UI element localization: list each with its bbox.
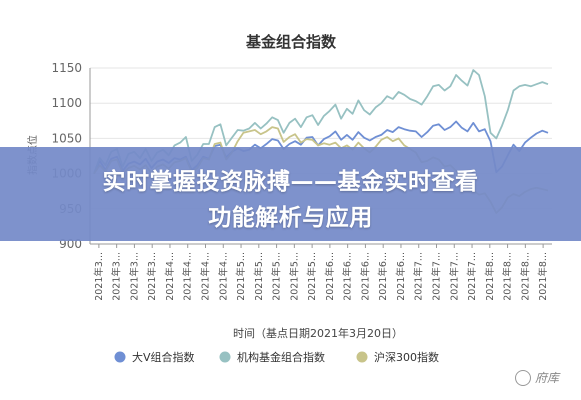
- watermark: 府库: [514, 369, 559, 386]
- x-tick-label: 2021年7...: [466, 252, 478, 301]
- legend-label-0: 大V组合指数: [132, 350, 195, 364]
- x-tick-label: 2021年7...: [448, 252, 460, 301]
- x-tick-label: 2021年5...: [235, 252, 247, 301]
- legend-label-2: 沪深300指数: [374, 350, 439, 364]
- x-tick-label: 2021年4...: [164, 252, 176, 301]
- x-tick-label: 2021年4...: [200, 252, 212, 301]
- x-tick-label: 2021年6...: [395, 252, 407, 301]
- x-tick-label: 2021年3...: [146, 252, 158, 301]
- x-tick-label: 2021年8...: [519, 252, 531, 301]
- watermark-text: 府库: [534, 371, 559, 385]
- x-tick-label: 2021年7...: [431, 252, 443, 301]
- legend-marker-0: [114, 351, 126, 363]
- wechat-icon: [514, 369, 531, 386]
- x-tick-label: 2021年4...: [182, 252, 194, 301]
- x-tick-label: 2021年6...: [359, 252, 371, 301]
- x-tick-label: 2021年4...: [217, 252, 229, 301]
- x-axis-label: 时间（基点日期2021年3月20日）: [233, 326, 403, 340]
- x-tick-label: 2021年5...: [306, 252, 318, 301]
- x-tick-label: 2021年3...: [111, 252, 123, 301]
- legend: 大V组合指数 机构基金组合指数 沪深300指数: [114, 350, 439, 364]
- banner-title-line2: 功能解析与应用: [208, 205, 373, 231]
- x-tick-label: 2021年5...: [288, 252, 300, 301]
- chart-title: 基金组合指数: [245, 33, 337, 51]
- x-tick-label: 2021年6...: [377, 252, 389, 301]
- legend-marker-2: [356, 351, 368, 363]
- x-tick-label: 2021年8...: [484, 252, 496, 301]
- legend-marker-1: [219, 351, 231, 363]
- x-tick-label: 2021年6...: [324, 252, 336, 301]
- x-tick-label: 2021年3...: [128, 252, 140, 301]
- x-tick-label: 2021年3...: [93, 252, 105, 301]
- x-tick-label: 2021年5...: [253, 252, 265, 301]
- x-tick-label: 2021年5...: [271, 252, 283, 301]
- y-tick-label: 1100: [51, 96, 82, 110]
- x-tick-label: 2021年8...: [502, 252, 514, 301]
- banner-title-line1: 实时掌握投资脉搏——基金实时查看: [102, 169, 479, 195]
- title-banner: [0, 147, 581, 241]
- x-axis: 2021年3... 2021年3... 2021年3... 2021年3... 2021…: [90, 243, 552, 301]
- y-tick-label: 1050: [51, 131, 82, 145]
- y-tick-label: 1150: [51, 61, 82, 75]
- x-tick-label: 2021年8...: [537, 252, 549, 301]
- legend-label-1: 机构基金组合指数: [237, 350, 325, 364]
- x-tick-label: 2021年7...: [413, 252, 425, 301]
- x-tick-label: 2021年6...: [342, 252, 354, 301]
